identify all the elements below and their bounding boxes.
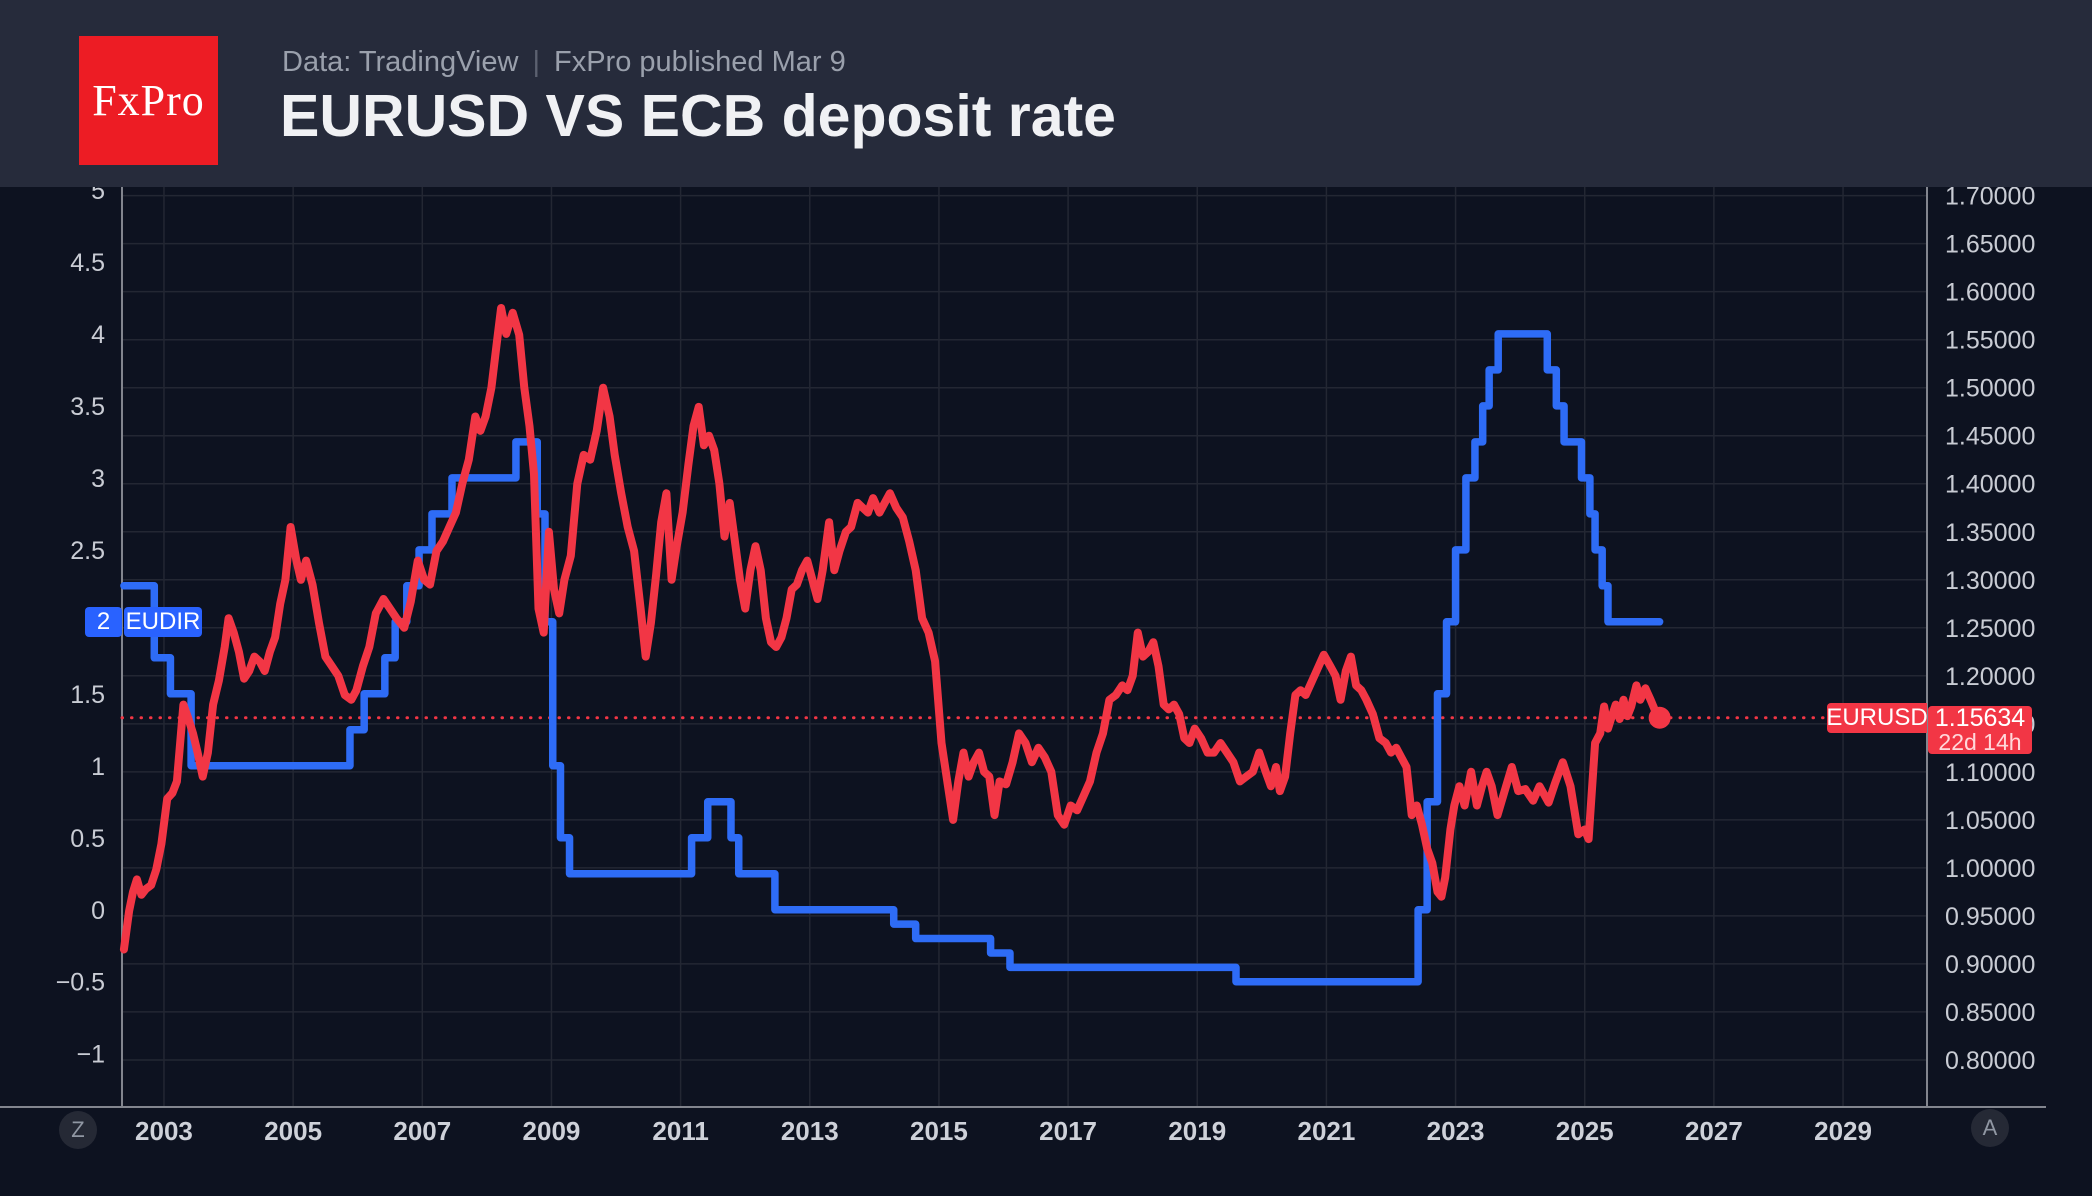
left-axis-tick-label: 2.5 [70, 537, 105, 565]
subtitle-source: Data: TradingView [282, 46, 519, 78]
right-axis-tick-label: 1.10000 [1945, 759, 2035, 787]
fxpro-logo: FxPro [79, 36, 218, 165]
subtitle-separator: | [532, 46, 540, 78]
eudir-series-name: EUDIR [125, 607, 201, 635]
time-axis-tick-label: 2025 [1556, 1116, 1614, 1146]
right-axis-tick-label: 1.00000 [1945, 855, 2035, 883]
time-axis-tick-label: 2011 [652, 1116, 708, 1146]
left-axis-tick-label: 0 [91, 897, 105, 925]
time-axis-tick-label: 2017 [1039, 1116, 1097, 1146]
right-axis-tick-label: 0.85000 [1945, 999, 2035, 1027]
chart-subtitle: Data: TradingView | FxPro published Mar 9 [282, 46, 846, 79]
time-axis-tick-label: 2029 [1814, 1116, 1872, 1146]
right-axis-tick-label: 1.70000 [1945, 183, 2035, 211]
timescale-z-button[interactable]: Z [59, 1111, 97, 1149]
eurusd-series-name: EURUSD [1826, 703, 1928, 731]
right-axis-tick-label: 1.30000 [1945, 567, 2035, 595]
left-axis-tick-label: 3.5 [70, 393, 105, 421]
eudir-axis-value-badge: 2 [85, 606, 122, 637]
time-axis-tick-label: 2015 [910, 1116, 968, 1146]
page-title: EURUSD VS ECB deposit rate [280, 83, 1116, 149]
eurusd-last-dot [1648, 706, 1671, 729]
left-axis-tick-label: −1 [76, 1041, 105, 1069]
auto-scale-button[interactable]: A [1971, 1109, 2009, 1147]
a-icon: A [1982, 1115, 1998, 1140]
right-axis-tick-label: 1.45000 [1945, 423, 2035, 451]
time-axis-tick-label: 2013 [781, 1116, 839, 1146]
left-axis-tick-label: 1 [91, 753, 105, 781]
eurusd-last-price-badge: 1.15634 22d 14h [1928, 703, 2032, 755]
time-axis-tick-label: 2019 [1168, 1116, 1226, 1146]
subtitle-publisher: FxPro published Mar 9 [553, 46, 846, 78]
eurusd-line [119, 304, 1664, 954]
right-axis-tick-label: 1.40000 [1945, 471, 2035, 499]
time-axis-tick-label: 2027 [1685, 1116, 1743, 1146]
eurusd-last-price: 1.15634 [1934, 703, 2026, 732]
right-axis-tick-label: 1.20000 [1945, 663, 2035, 691]
right-axis-tick-label: 1.25000 [1945, 615, 2035, 643]
right-axis-tick-label: 1.35000 [1945, 519, 2035, 547]
eurusd-series-label: EURUSD [1826, 702, 1928, 733]
left-axis-tick-label: 1.5 [70, 681, 105, 709]
right-axis-tick-label: 1.65000 [1945, 231, 2035, 259]
left-axis-tick-label: 0.5 [70, 825, 105, 853]
right-axis-tick-label: 0.90000 [1945, 951, 2035, 979]
left-axis-tick-label: 4 [91, 321, 105, 349]
left-axis-tick-label: −0.5 [56, 969, 105, 997]
time-axis-tick-label: 2009 [523, 1116, 581, 1146]
time-axis-tick-label: 2003 [135, 1116, 193, 1146]
eudir-axis-value: 2 [96, 607, 111, 635]
z-icon: Z [71, 1117, 85, 1142]
right-axis-tick-label: 0.80000 [1945, 1047, 2035, 1075]
time-axis-tick-label: 2021 [1297, 1116, 1355, 1146]
left-axis-tick-label: 3 [91, 465, 105, 493]
eudir-series-label: EUDIR [124, 606, 202, 637]
right-axis-tick-label: 1.05000 [1945, 807, 2035, 835]
bar-countdown: 22d 14h [1938, 728, 2022, 755]
time-axis-tick-label: 2005 [264, 1116, 322, 1146]
time-axis-tick-label: 2023 [1427, 1116, 1485, 1146]
time-axis-tick-label: 2007 [393, 1116, 451, 1146]
fxpro-logo-text: FxPro [92, 76, 205, 125]
header-bar: FxPro Data: TradingView | FxPro published … [0, 0, 2092, 187]
eudir-line [120, 330, 1664, 986]
right-axis-tick-label: 1.50000 [1945, 375, 2035, 403]
right-axis-tick-label: 1.55000 [1945, 327, 2035, 355]
right-axis-tick-label: 1.60000 [1945, 279, 2035, 307]
left-axis-tick-label: 4.5 [70, 249, 105, 277]
right-axis-tick-label: 0.95000 [1945, 903, 2035, 931]
